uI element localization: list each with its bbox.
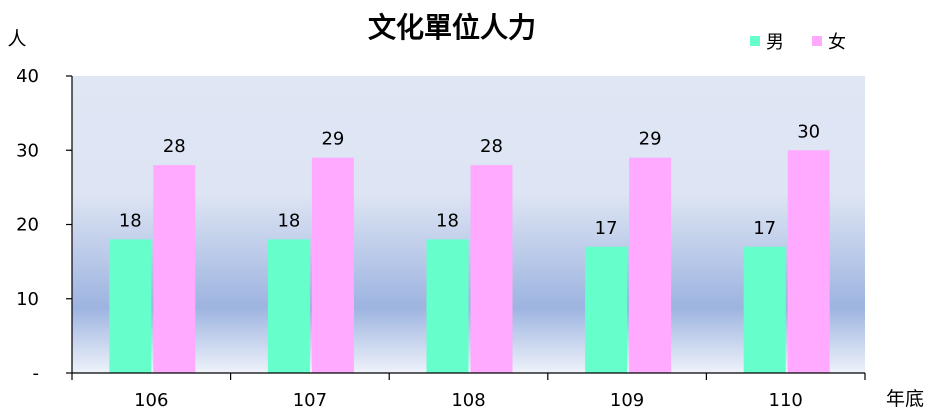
data-label: 18: [277, 210, 300, 231]
data-label: 29: [321, 129, 344, 150]
y-tick-label: 40: [16, 66, 39, 87]
legend: 男女: [750, 32, 846, 53]
axes-group: - 10 20 30 40 106 107 108 109 110: [16, 66, 866, 411]
data-label: 28: [163, 136, 186, 157]
bar: [267, 239, 310, 373]
data-label: 17: [753, 218, 776, 239]
bar: [787, 150, 830, 373]
data-labels-group: 18 28 18 29 18 28 17 29 17 30: [119, 121, 820, 239]
y-tick-label: 20: [16, 215, 39, 236]
legend-swatch: [750, 36, 760, 46]
y-tick-label: 10: [16, 289, 39, 310]
bar: [153, 165, 196, 373]
bar: [109, 239, 152, 373]
x-tick-label: 109: [610, 390, 644, 411]
data-label: 18: [119, 210, 142, 231]
legend-label: 女: [828, 32, 846, 53]
legend-swatch: [812, 36, 822, 46]
bar: [585, 246, 628, 373]
y-tick-label: 30: [16, 140, 39, 161]
x-tick-label: 108: [451, 390, 485, 411]
bar: [629, 157, 672, 373]
data-label: 28: [480, 136, 503, 157]
x-tick-label: 110: [769, 390, 803, 411]
x-tick-label: 107: [293, 390, 327, 411]
bar: [470, 165, 513, 373]
data-label: 29: [639, 129, 662, 150]
x-tick-label: 106: [134, 390, 168, 411]
data-label: 30: [797, 121, 820, 142]
bar: [311, 157, 354, 373]
x-axis-label: 年底: [886, 388, 924, 410]
bar: [743, 246, 786, 373]
data-label: 18: [436, 210, 459, 231]
bar: [426, 239, 469, 373]
legend-label: 男: [766, 32, 784, 53]
data-label: 17: [595, 218, 618, 239]
y-tick-label: -: [33, 363, 40, 384]
chart-title: 文化單位人力: [368, 11, 536, 44]
y-axis-label: 人: [7, 28, 26, 50]
bars-group: [109, 150, 830, 373]
